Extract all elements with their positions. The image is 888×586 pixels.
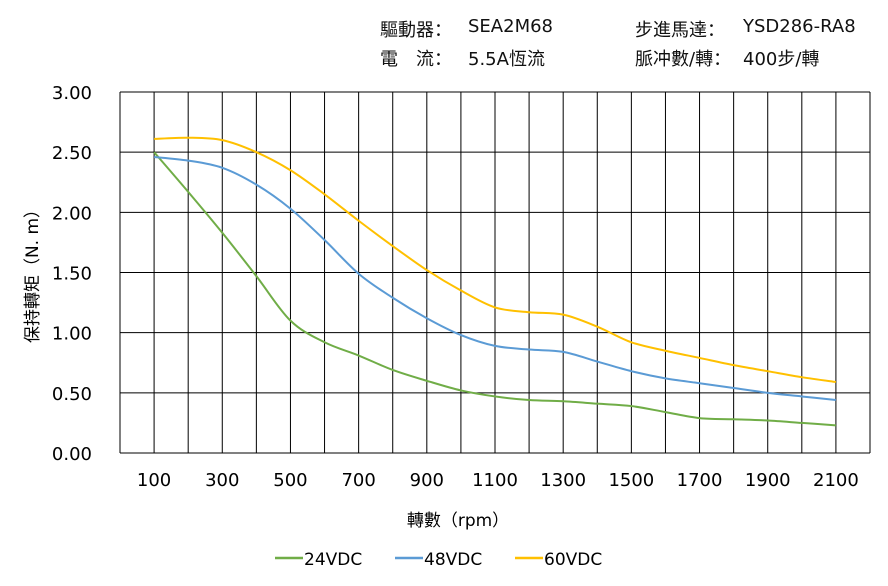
y-tick-label: 0.50 (52, 384, 92, 405)
x-tick-label: 2100 (813, 470, 859, 491)
x-tick-label: 500 (273, 470, 307, 491)
x-tick-label: 1500 (608, 470, 654, 491)
x-tick-label: 1100 (472, 470, 518, 491)
y-tick-label: 2.50 (52, 143, 92, 164)
y-tick-label: 2.00 (52, 203, 92, 224)
current-label: 電 流： (380, 49, 452, 70)
series-line-60vdc (154, 136, 837, 383)
y-tick-label: 1.50 (52, 264, 92, 285)
x-tick-label: 1900 (745, 470, 791, 491)
series-line-48vdc (153, 155, 837, 402)
y-tick-label: 0.00 (52, 444, 92, 465)
pulse-value: 400步/轉 (743, 49, 820, 70)
x-tick-label: 1700 (677, 470, 723, 491)
current-value: 5.5A恆流 (468, 49, 545, 70)
x-tick-label: 900 (410, 470, 444, 491)
y-axis-label: 保持轉矩（N. m） (23, 201, 43, 343)
motor-label: 步進馬達： (635, 20, 725, 41)
legend-label-60vdc: 60VDC (544, 550, 602, 570)
pulse-label: 脈冲數/轉： (635, 49, 732, 70)
series-line-24vdc (153, 151, 836, 427)
driver-label: 驅動器： (380, 20, 452, 41)
legend-label-48vdc: 48VDC (424, 550, 482, 570)
x-tick-label: 300 (205, 470, 239, 491)
driver-value: SEA2M68 (468, 16, 553, 37)
legend-label-24vdc: 24VDC (304, 550, 362, 570)
x-tick-label: 100 (137, 470, 171, 491)
y-tick-label: 3.00 (52, 83, 92, 104)
x-axis-label: 轉數（rpm） (407, 511, 509, 531)
x-tick-label: 700 (341, 470, 375, 491)
y-tick-label: 1.00 (52, 324, 92, 345)
motor-value: YSD286-RA8 (743, 16, 856, 37)
x-tick-label: 1300 (540, 470, 586, 491)
